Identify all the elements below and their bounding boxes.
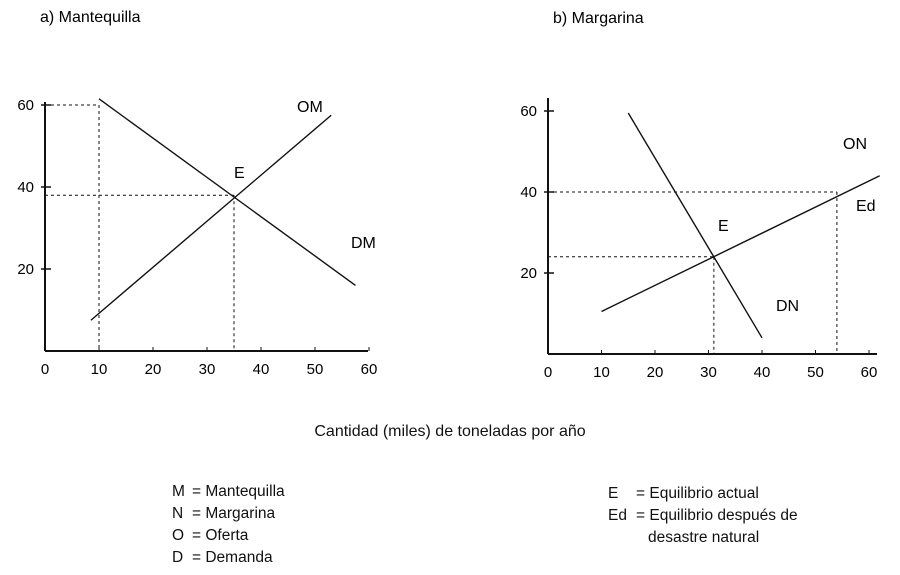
legend-item: E = Equilibrio actual: [608, 483, 798, 505]
x-tick-label: 50: [807, 364, 824, 381]
annotation-ed: Ed: [856, 198, 876, 215]
x-axis-caption: Cantidad (miles) de toneladas por año: [314, 423, 586, 440]
y-tick-label: 40: [520, 184, 537, 201]
y-tick-label: 60: [17, 97, 34, 114]
x-tick-label: 60: [361, 361, 378, 378]
x-tick-label: 30: [199, 361, 216, 378]
y-tick-label: 40: [17, 179, 34, 196]
annotation-e: E: [234, 165, 245, 182]
x-tick-label: 0: [544, 364, 552, 381]
legend-right: E = Equilibrio actual Ed = Equilibrio desp…: [608, 483, 798, 549]
chart-margarina: b) Margarina 0 10 20 30 40 50 60 20 40 60 ON DN E Ed: [520, 10, 881, 381]
legend-key: M: [172, 483, 185, 500]
legend-item: D = Demanda: [172, 547, 285, 569]
legend-key: D: [172, 549, 184, 566]
legend-key: N: [172, 505, 184, 522]
annotation-e: E: [718, 218, 729, 235]
annotation-om: OM: [297, 99, 323, 116]
legend-text: = Margarina: [192, 505, 276, 522]
series-line-om: [90, 114, 332, 321]
legend-item: Ed = Equilibrio después de: [608, 505, 798, 527]
legend-text: = Mantequilla: [192, 483, 285, 500]
legend-text: = Oferta: [192, 527, 249, 544]
legend-left: M = Mantequilla N = Margarina O = Oferta D =…: [172, 481, 285, 569]
y-tick-label: 20: [520, 265, 537, 282]
x-tick-label: 40: [253, 361, 270, 378]
legend-text: = Equilibrio actual: [636, 485, 759, 502]
chart-title: b) Margarina: [553, 10, 644, 27]
legend-key: E: [608, 485, 619, 502]
x-tick-label: 20: [145, 361, 162, 378]
legend-item-continuation: desastre natural: [648, 529, 760, 546]
x-tick-label: 20: [647, 364, 664, 381]
x-tick-label: 60: [861, 364, 878, 381]
annotation-dn: DN: [776, 298, 799, 315]
x-tick-label: 10: [593, 364, 610, 381]
legend-text: = Demanda: [192, 549, 273, 566]
series-line-dn: [627, 112, 763, 339]
x-tick-label: 10: [91, 361, 108, 378]
chart-title: a) Mantequilla: [40, 9, 141, 26]
series-line-on: [601, 175, 881, 313]
legend-key: O: [172, 527, 185, 544]
annotation-on: ON: [843, 136, 867, 153]
legend-item: N = Margarina: [172, 503, 285, 525]
x-tick-label: 40: [754, 364, 771, 381]
legend-item: O = Oferta: [172, 525, 285, 547]
legend-text: = Equilibrio después de: [636, 507, 798, 524]
x-tick-label: 30: [700, 364, 717, 381]
y-tick-label: 20: [17, 261, 34, 278]
x-tick-label: 50: [307, 361, 324, 378]
x-tick-label: 0: [41, 361, 49, 378]
chart-mantequilla: a) Mantequilla 0 10 20 30 40 50 60 20 40 60 OM DM E: [17, 9, 377, 378]
legend-item: M = Mantequilla: [172, 481, 285, 503]
legend-key: Ed: [608, 507, 627, 524]
y-tick-label: 60: [520, 103, 537, 120]
annotation-dm: DM: [351, 235, 376, 252]
series-line-dm: [98, 98, 356, 286]
